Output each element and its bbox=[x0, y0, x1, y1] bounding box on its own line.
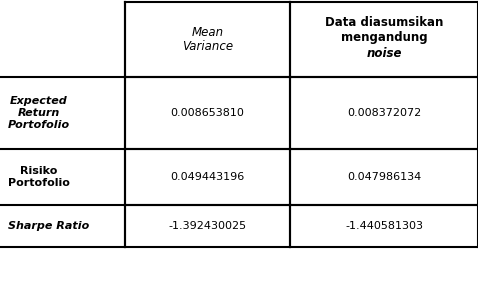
Bar bbox=[0, 77, 125, 149]
Bar bbox=[0, 2, 125, 77]
Text: 0.008372072: 0.008372072 bbox=[347, 108, 421, 118]
Text: Mean
Variance: Mean Variance bbox=[182, 25, 233, 53]
Text: 0.047986134: 0.047986134 bbox=[347, 172, 421, 182]
Text: 0.049443196: 0.049443196 bbox=[170, 172, 245, 182]
Text: -1.440581303: -1.440581303 bbox=[345, 221, 423, 231]
Text: Data diasumsikan
mengandung: Data diasumsikan mengandung bbox=[325, 17, 443, 44]
Text: -1.392430025: -1.392430025 bbox=[168, 221, 247, 231]
Text: 0.008653810: 0.008653810 bbox=[171, 108, 244, 118]
Bar bbox=[290, 2, 478, 77]
Bar bbox=[125, 205, 290, 247]
Bar bbox=[290, 77, 478, 149]
Bar bbox=[0, 149, 125, 205]
Bar bbox=[125, 77, 290, 149]
Text: Sharpe Ratio: Sharpe Ratio bbox=[8, 221, 89, 231]
Text: noise: noise bbox=[366, 47, 402, 60]
Bar bbox=[290, 149, 478, 205]
Bar bbox=[290, 205, 478, 247]
Text: Risiko
Portofolio: Risiko Portofolio bbox=[8, 166, 70, 188]
Text: Expected
Return
Portofolio: Expected Return Portofolio bbox=[8, 96, 70, 130]
Bar bbox=[125, 149, 290, 205]
Bar bbox=[125, 2, 290, 77]
Bar bbox=[0, 205, 125, 247]
